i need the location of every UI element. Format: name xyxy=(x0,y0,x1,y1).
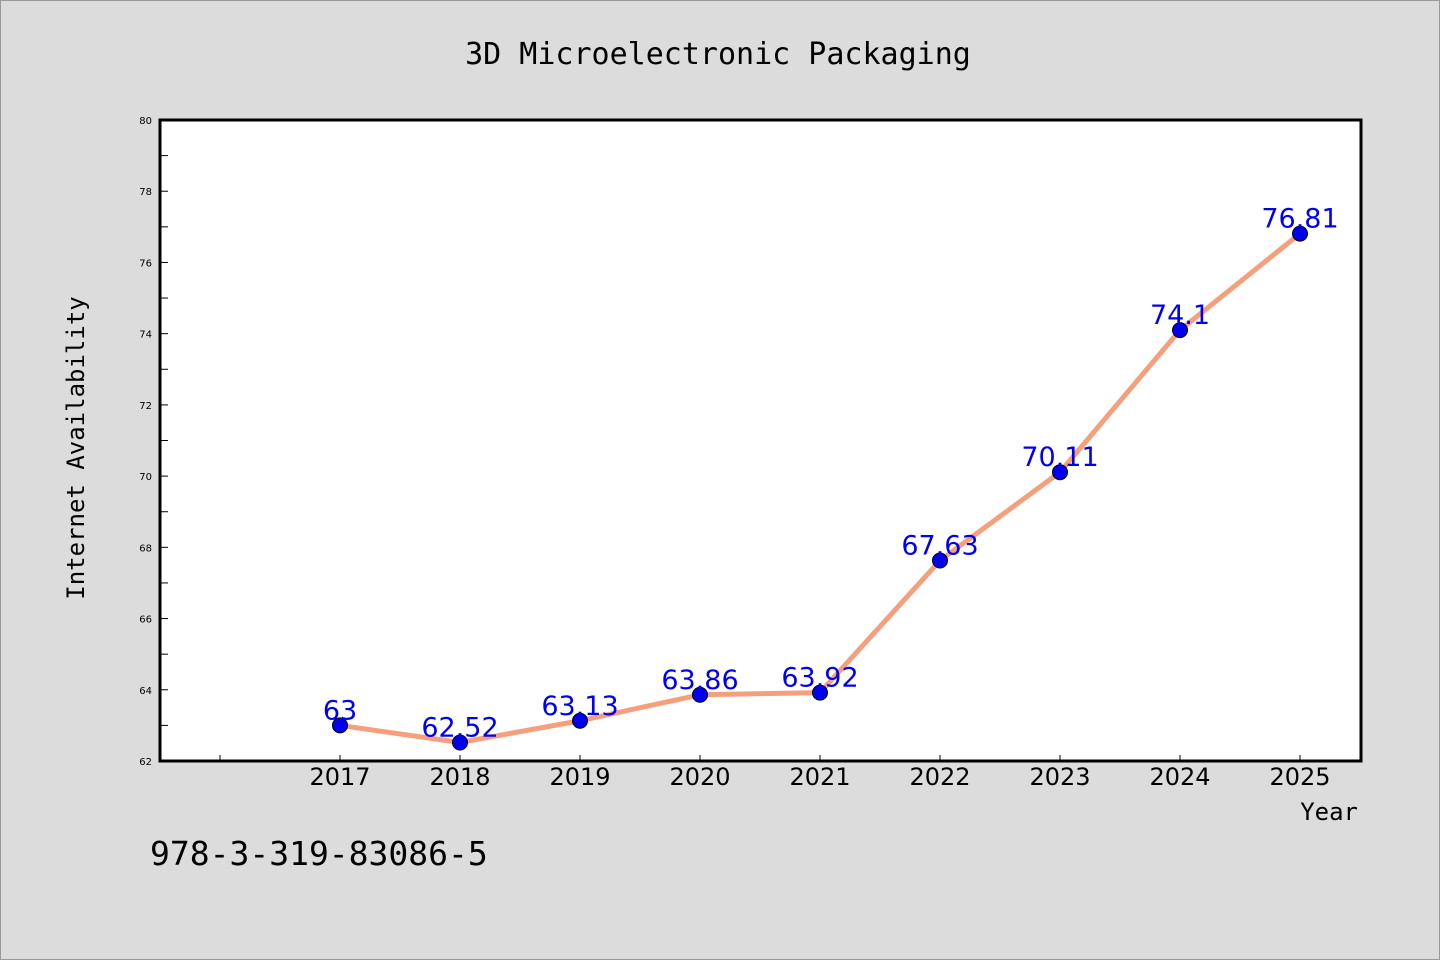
y-tick-label: 74 xyxy=(139,330,152,341)
data-label: 67.63 xyxy=(901,531,978,562)
data-point xyxy=(572,712,588,729)
data-point xyxy=(1052,464,1068,481)
y-tick-label: 62 xyxy=(139,757,152,768)
data-label: 74.1 xyxy=(1150,300,1210,331)
data-label: 62.52 xyxy=(421,712,498,743)
x-tick-label: 2023 xyxy=(1029,763,1090,791)
y-tick-label: 72 xyxy=(139,401,152,412)
data-point xyxy=(932,552,948,569)
x-axis-label: Year xyxy=(1300,798,1358,826)
series-layer: 63 62.52 63.13 63.86 63.92 67.63 70.11 74.1 76.8… xyxy=(323,204,1339,751)
data-point xyxy=(1172,322,1188,339)
data-point xyxy=(692,686,708,703)
x-tick-label: 2021 xyxy=(789,763,850,791)
x-tick-label: 2018 xyxy=(429,763,490,791)
y-tick-label: 68 xyxy=(139,543,152,554)
data-label: 76.81 xyxy=(1261,204,1338,235)
data-point xyxy=(452,734,468,751)
plot-area xyxy=(160,120,1361,761)
y-tick-label: 76 xyxy=(139,258,152,269)
x-tick-label: 2017 xyxy=(309,763,370,791)
footer-note: 978-3-319-83086-5 xyxy=(150,834,488,873)
x-tick-label: 2024 xyxy=(1149,763,1210,791)
data-label: 63 xyxy=(323,695,357,726)
x-axis-ticks: 2017 2018 2019 2020 2021 2022 2023 2024 2025 xyxy=(219,755,1331,791)
chart-title: 3D Microelectronic Packaging xyxy=(465,37,971,72)
y-tick-label: 66 xyxy=(139,615,152,626)
y-tick-label: 78 xyxy=(139,187,152,198)
y-tick-label: 64 xyxy=(139,686,152,697)
y-axis-label: Internet Availability xyxy=(62,296,90,599)
x-tick-label: 2019 xyxy=(549,763,610,791)
data-point xyxy=(1292,225,1308,242)
data-label: 63.86 xyxy=(661,665,738,696)
data-label: 70.11 xyxy=(1021,442,1098,473)
plot-frame xyxy=(158,118,1363,763)
y-tick-label: 80 xyxy=(139,116,152,127)
data-label: 63.13 xyxy=(541,691,618,722)
data-label: 63.92 xyxy=(781,663,858,694)
data-point xyxy=(812,684,828,701)
x-tick-label: 2022 xyxy=(909,763,970,791)
x-tick-label: 2020 xyxy=(669,763,730,791)
y-tick-label: 70 xyxy=(139,472,152,483)
data-point xyxy=(332,717,348,734)
x-tick-label: 2025 xyxy=(1269,763,1330,791)
